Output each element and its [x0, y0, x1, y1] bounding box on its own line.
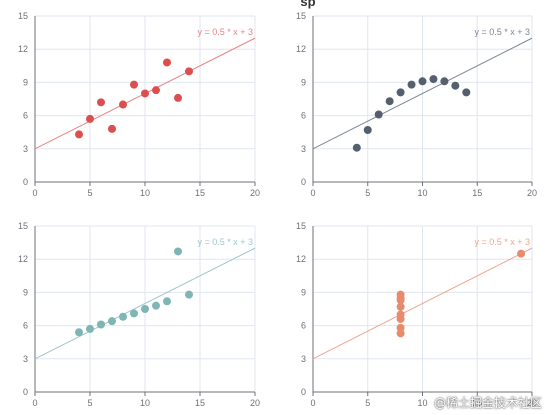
- data-point: [396, 302, 405, 311]
- data-point: [97, 320, 105, 329]
- data-point: [163, 58, 171, 67]
- data-point: [352, 143, 361, 152]
- data-point: [363, 125, 372, 134]
- x-tick-label: 10: [140, 188, 150, 198]
- y-tick-label: 6: [23, 111, 28, 121]
- y-tick-label: 15: [18, 221, 28, 231]
- y-tick-label: 0: [301, 177, 306, 187]
- x-tick-label: 10: [417, 188, 427, 198]
- y-tick-label: 9: [301, 287, 306, 297]
- data-point: [418, 77, 427, 86]
- regression-line-label: y = 0.5 * x + 3: [474, 27, 530, 37]
- regression-line: [312, 37, 533, 150]
- watermark: @稀土掘金技术社区: [433, 396, 542, 410]
- regression-line-label: y = 0.5 * x + 3: [197, 27, 253, 37]
- x-tick-label: 10: [417, 398, 427, 408]
- chart-title-fragment: sp: [300, 0, 315, 9]
- data-point: [174, 247, 182, 256]
- data-point: [86, 114, 94, 123]
- data-point: [163, 297, 171, 306]
- y-tick-label: 12: [18, 44, 28, 54]
- x-tick-label: 10: [140, 398, 150, 408]
- data-point: [75, 130, 83, 139]
- data-point: [462, 88, 471, 97]
- y-tick-label: 9: [23, 77, 28, 87]
- data-point: [108, 317, 116, 326]
- y-tick-label: 9: [23, 287, 28, 297]
- data-point: [141, 305, 149, 313]
- data-point: [440, 77, 449, 86]
- scatter-panel-4: 0 3 6 9 12 15 0 5 10 15 20 y = 0.5 * x + 3: [296, 221, 537, 408]
- x-tick-label: 15: [195, 398, 205, 408]
- x-tick-label: 5: [87, 398, 92, 408]
- x-tick-label: 20: [527, 188, 537, 198]
- x-tick-label: 15: [472, 188, 482, 198]
- y-tick-label: 6: [301, 111, 306, 121]
- x-tick-label: 5: [365, 398, 370, 408]
- data-point: [141, 89, 149, 98]
- data-point: [385, 97, 394, 106]
- data-point: [396, 290, 405, 299]
- regression-line: [34, 247, 256, 360]
- data-point: [130, 309, 138, 318]
- data-point: [152, 301, 160, 310]
- y-tick-label: 0: [23, 177, 28, 187]
- data-point: [152, 86, 160, 95]
- y-tick-label: 0: [301, 387, 306, 397]
- y-tick-label: 6: [301, 321, 306, 331]
- data-point: [119, 100, 127, 109]
- data-point: [108, 124, 116, 133]
- data-point: [75, 328, 83, 337]
- x-tick-label: 0: [310, 188, 315, 198]
- y-tick-label: 6: [23, 321, 28, 331]
- regression-line: [312, 247, 533, 360]
- y-tick-label: 15: [296, 11, 306, 21]
- y-tick-label: 12: [296, 254, 306, 264]
- data-point: [429, 75, 438, 84]
- x-tick-label: 0: [310, 398, 315, 408]
- y-tick-label: 12: [18, 254, 28, 264]
- y-tick-label: 3: [23, 144, 28, 154]
- data-point: [86, 324, 94, 333]
- data-point: [407, 80, 416, 89]
- y-tick-label: 3: [23, 354, 28, 364]
- y-tick-label: 0: [23, 387, 28, 397]
- y-tick-label: 3: [301, 144, 306, 154]
- data-point: [174, 93, 182, 102]
- data-point: [517, 249, 526, 258]
- data-point: [130, 80, 138, 89]
- data-point: [374, 110, 383, 119]
- scatter-panel-2: 0 3 6 9 12 15 0 5 10 15 20 y = 0.5 * x + 3: [296, 11, 537, 198]
- data-point: [185, 290, 193, 299]
- y-tick-label: 15: [18, 11, 28, 21]
- data-point: [396, 323, 405, 332]
- x-tick-label: 0: [32, 398, 37, 408]
- data-point: [97, 98, 105, 107]
- x-tick-label: 15: [472, 398, 482, 408]
- scatter-panel-1: 0 3 6 9 12 15 0 5 10 15 20 y = 0.5 * x + 3: [18, 11, 260, 198]
- data-point: [185, 67, 193, 76]
- x-tick-label: 20: [250, 188, 260, 198]
- y-tick-label: 9: [301, 77, 306, 87]
- data-point: [119, 312, 127, 321]
- regression-line-label: y = 0.5 * x + 3: [474, 237, 530, 247]
- data-point: [451, 81, 460, 90]
- x-tick-label: 20: [250, 398, 260, 408]
- data-point: [396, 88, 405, 97]
- y-tick-label: 15: [296, 221, 306, 231]
- x-tick-label: 0: [32, 188, 37, 198]
- x-tick-label: 5: [87, 188, 92, 198]
- y-tick-label: 12: [296, 44, 306, 54]
- data-point: [396, 329, 405, 338]
- x-tick-label: 5: [365, 188, 370, 198]
- data-point: [396, 310, 405, 319]
- x-tick-label: 20: [527, 398, 537, 408]
- y-tick-label: 3: [301, 354, 306, 364]
- regression-line-label: y = 0.5 * x + 3: [197, 237, 253, 247]
- x-tick-label: 15: [195, 188, 205, 198]
- scatter-panel-3: 0 3 6 9 12 15 0 5 10 15 20 y = 0.5 * x + 3: [18, 221, 260, 408]
